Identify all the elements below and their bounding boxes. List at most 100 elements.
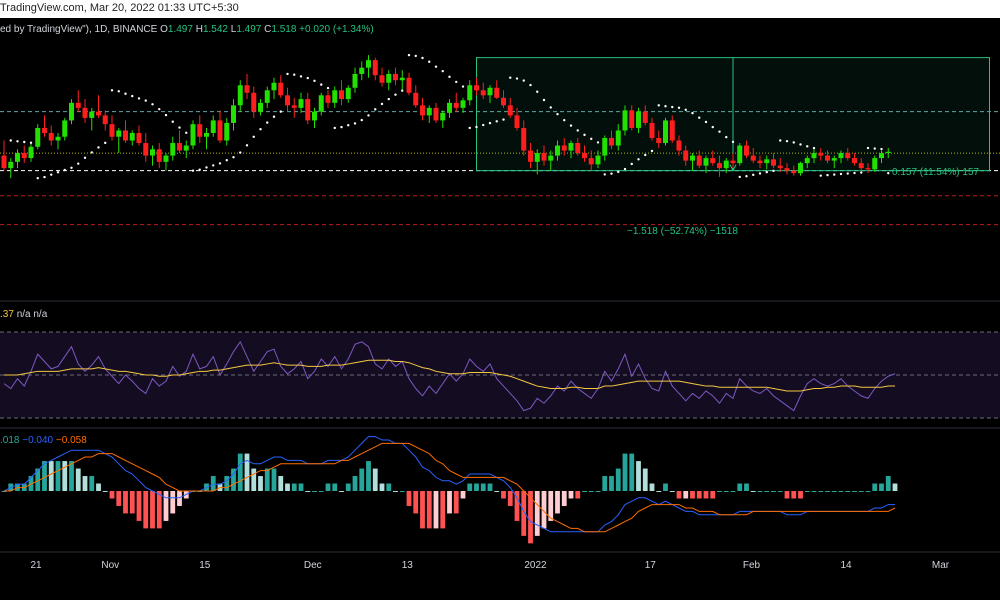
sar-dot [617, 170, 620, 174]
sar-dot [90, 151, 93, 154]
candle-body [568, 143, 574, 151]
candle-body [507, 105, 513, 116]
candle-body [75, 102, 81, 108]
macd-histogram-bar [285, 483, 290, 491]
sar-dot [353, 122, 357, 125]
candle-body [885, 151, 891, 154]
candle-body [339, 90, 344, 100]
candle-body [305, 99, 311, 121]
sar-dot [542, 98, 546, 102]
macd-histogram-bar [89, 476, 95, 491]
macd-pane [1, 436, 898, 544]
sar-dot [279, 110, 282, 113]
sar-dot [23, 140, 26, 144]
price-range-measure[interactable] [476, 57, 990, 172]
sar-dot [576, 129, 579, 132]
sar-dot [752, 173, 755, 177]
sar-dot [232, 156, 235, 159]
sar-dot [610, 172, 613, 175]
sar-dot [144, 99, 147, 102]
candle-body [21, 153, 27, 159]
candle-body [858, 163, 864, 169]
sar-dot [887, 171, 890, 175]
sar-dot [360, 118, 363, 122]
macd-histogram-bar [609, 476, 614, 491]
signal-line [4, 442, 896, 533]
macd-histogram-bar [622, 453, 628, 491]
macd-histogram-bar [501, 491, 506, 499]
candle-body [852, 158, 857, 164]
macd-histogram-bar [669, 491, 675, 492]
sar-dot [29, 141, 33, 144]
candle-body [55, 136, 61, 141]
sar-dot [326, 86, 330, 90]
macd-histogram-bar [615, 468, 621, 491]
candle-body [345, 87, 351, 100]
measure-arrow-head [729, 164, 737, 172]
sar-dot [873, 147, 876, 150]
candle-body [244, 85, 250, 93]
candle-body [204, 132, 209, 137]
sar-dot [286, 72, 289, 76]
macd-histogram-bar [568, 491, 574, 499]
sar-dot [70, 166, 73, 170]
candle-body [298, 99, 304, 108]
sar-dot [509, 76, 512, 79]
candle-body [237, 85, 243, 106]
macd-histogram-bar [129, 491, 135, 514]
candle-body [663, 120, 668, 144]
macd-histogram-bar [69, 461, 74, 491]
macd-histogram-bar [494, 491, 500, 492]
macd-histogram-bar [433, 491, 439, 529]
macd-histogram-bar [136, 491, 142, 521]
candle-body [730, 160, 736, 164]
sar-dot [461, 85, 465, 88]
candle-body [683, 150, 689, 161]
candle-body [629, 110, 635, 128]
range-rise-label: 0.157 (11.54%) 157 [892, 167, 980, 178]
x-tick-label: 2022 [524, 560, 547, 571]
sar-dot [266, 121, 269, 124]
macd-histogram-bar [595, 491, 601, 492]
candle-body [251, 92, 257, 112]
macd-histogram-bar [777, 491, 783, 492]
macd-histogram-bar [426, 491, 432, 529]
candle-body [609, 138, 614, 146]
sar-dot [320, 83, 323, 86]
macd-histogram-bar [177, 491, 182, 506]
sar-dot [725, 135, 728, 139]
candle-body [170, 143, 176, 156]
candle-body [541, 153, 547, 161]
sar-dot [866, 146, 870, 150]
macd-histogram-bar [804, 491, 810, 492]
macd-histogram-bar [663, 483, 668, 491]
sar-dot [650, 149, 654, 153]
x-tick-label: 17 [644, 560, 656, 571]
candle-body [757, 160, 763, 164]
macd-histogram-bar [291, 483, 297, 491]
sar-dot [731, 140, 735, 144]
candle-body [487, 87, 493, 96]
rsi-value: .37 [0, 309, 14, 320]
candle-body [291, 105, 297, 108]
sar-dot [880, 147, 883, 151]
sar-dot [468, 126, 471, 130]
macd-line [3, 436, 895, 533]
high-label: H [195, 24, 203, 35]
sar-dot [556, 112, 559, 116]
macd-histogram-bar [372, 468, 378, 491]
sar-dot [299, 75, 303, 78]
macd-histogram-value: .018 [0, 435, 20, 446]
candle-body [197, 124, 203, 137]
candle-body [791, 170, 797, 174]
macd-histogram-bar [791, 491, 797, 499]
macd-histogram-bar [642, 468, 648, 491]
macd-histogram-bar [737, 483, 743, 491]
candle-body [136, 132, 142, 144]
candle-body [312, 111, 317, 121]
macd-histogram-bar [366, 461, 371, 491]
open-value: 1.497 [167, 24, 193, 35]
candle-body [690, 155, 695, 161]
candle-body [406, 77, 412, 93]
